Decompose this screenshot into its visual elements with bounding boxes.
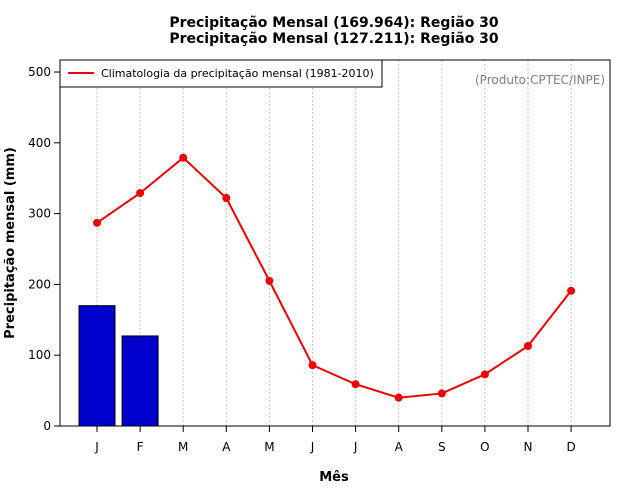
x-tick-label: M <box>178 440 188 454</box>
y-tick-label: 400 <box>28 136 51 150</box>
line-point <box>308 361 317 370</box>
y-tick-label: 100 <box>28 348 51 362</box>
x-tick-label: J <box>353 440 358 454</box>
chart-title-line-2: Precipitação Mensal (127.211): Região 30 <box>169 31 499 47</box>
line-series <box>93 153 576 402</box>
x-tick-label: J <box>310 440 315 454</box>
product-annotation: (Produto:CPTEC/INPE) <box>475 73 605 87</box>
x-tick-label: J <box>94 440 99 454</box>
legend-box <box>59 59 383 88</box>
y-tick-label: 300 <box>28 207 51 221</box>
y-tick-label: 200 <box>28 277 51 291</box>
line-point <box>524 342 532 351</box>
grid-lines <box>96 60 572 426</box>
legend-entry-label: Climatologia da precipitação mensal (198… <box>101 67 374 80</box>
line-point <box>351 380 360 389</box>
x-tick-label: F <box>137 440 144 454</box>
line-point <box>179 153 188 162</box>
line-point <box>222 194 231 203</box>
bar-series <box>78 305 159 427</box>
x-axis-label: Mês <box>319 470 349 485</box>
x-tick-label: M <box>264 440 274 454</box>
bar <box>121 335 159 427</box>
line-point <box>265 276 274 285</box>
y-axis: 0 100 200 300 400 500 <box>28 65 61 433</box>
legend: Climatologia da precipitação mensal (198… <box>59 59 383 88</box>
chart-title-line-1: Precipitação Mensal (169.964): Região 30 <box>169 15 499 31</box>
y-axis-label: Precipitação mensal (mm) <box>3 147 18 339</box>
bar <box>78 305 116 427</box>
x-tick-label: S <box>438 440 446 454</box>
x-tick-label: A <box>395 440 404 454</box>
y-tick-label: 0 <box>43 419 51 433</box>
line-point <box>394 393 403 402</box>
line-point <box>136 189 145 198</box>
x-tick-label: D <box>566 440 575 454</box>
x-tick-label: O <box>480 440 489 454</box>
climatology-line <box>96 156 572 399</box>
line-point <box>437 389 446 398</box>
line-point <box>567 286 576 295</box>
line-point <box>93 218 101 227</box>
line-point <box>480 370 489 379</box>
y-tick-label: 500 <box>28 65 51 79</box>
x-tick-label: N <box>524 440 533 454</box>
x-tick-label: A <box>222 440 231 454</box>
